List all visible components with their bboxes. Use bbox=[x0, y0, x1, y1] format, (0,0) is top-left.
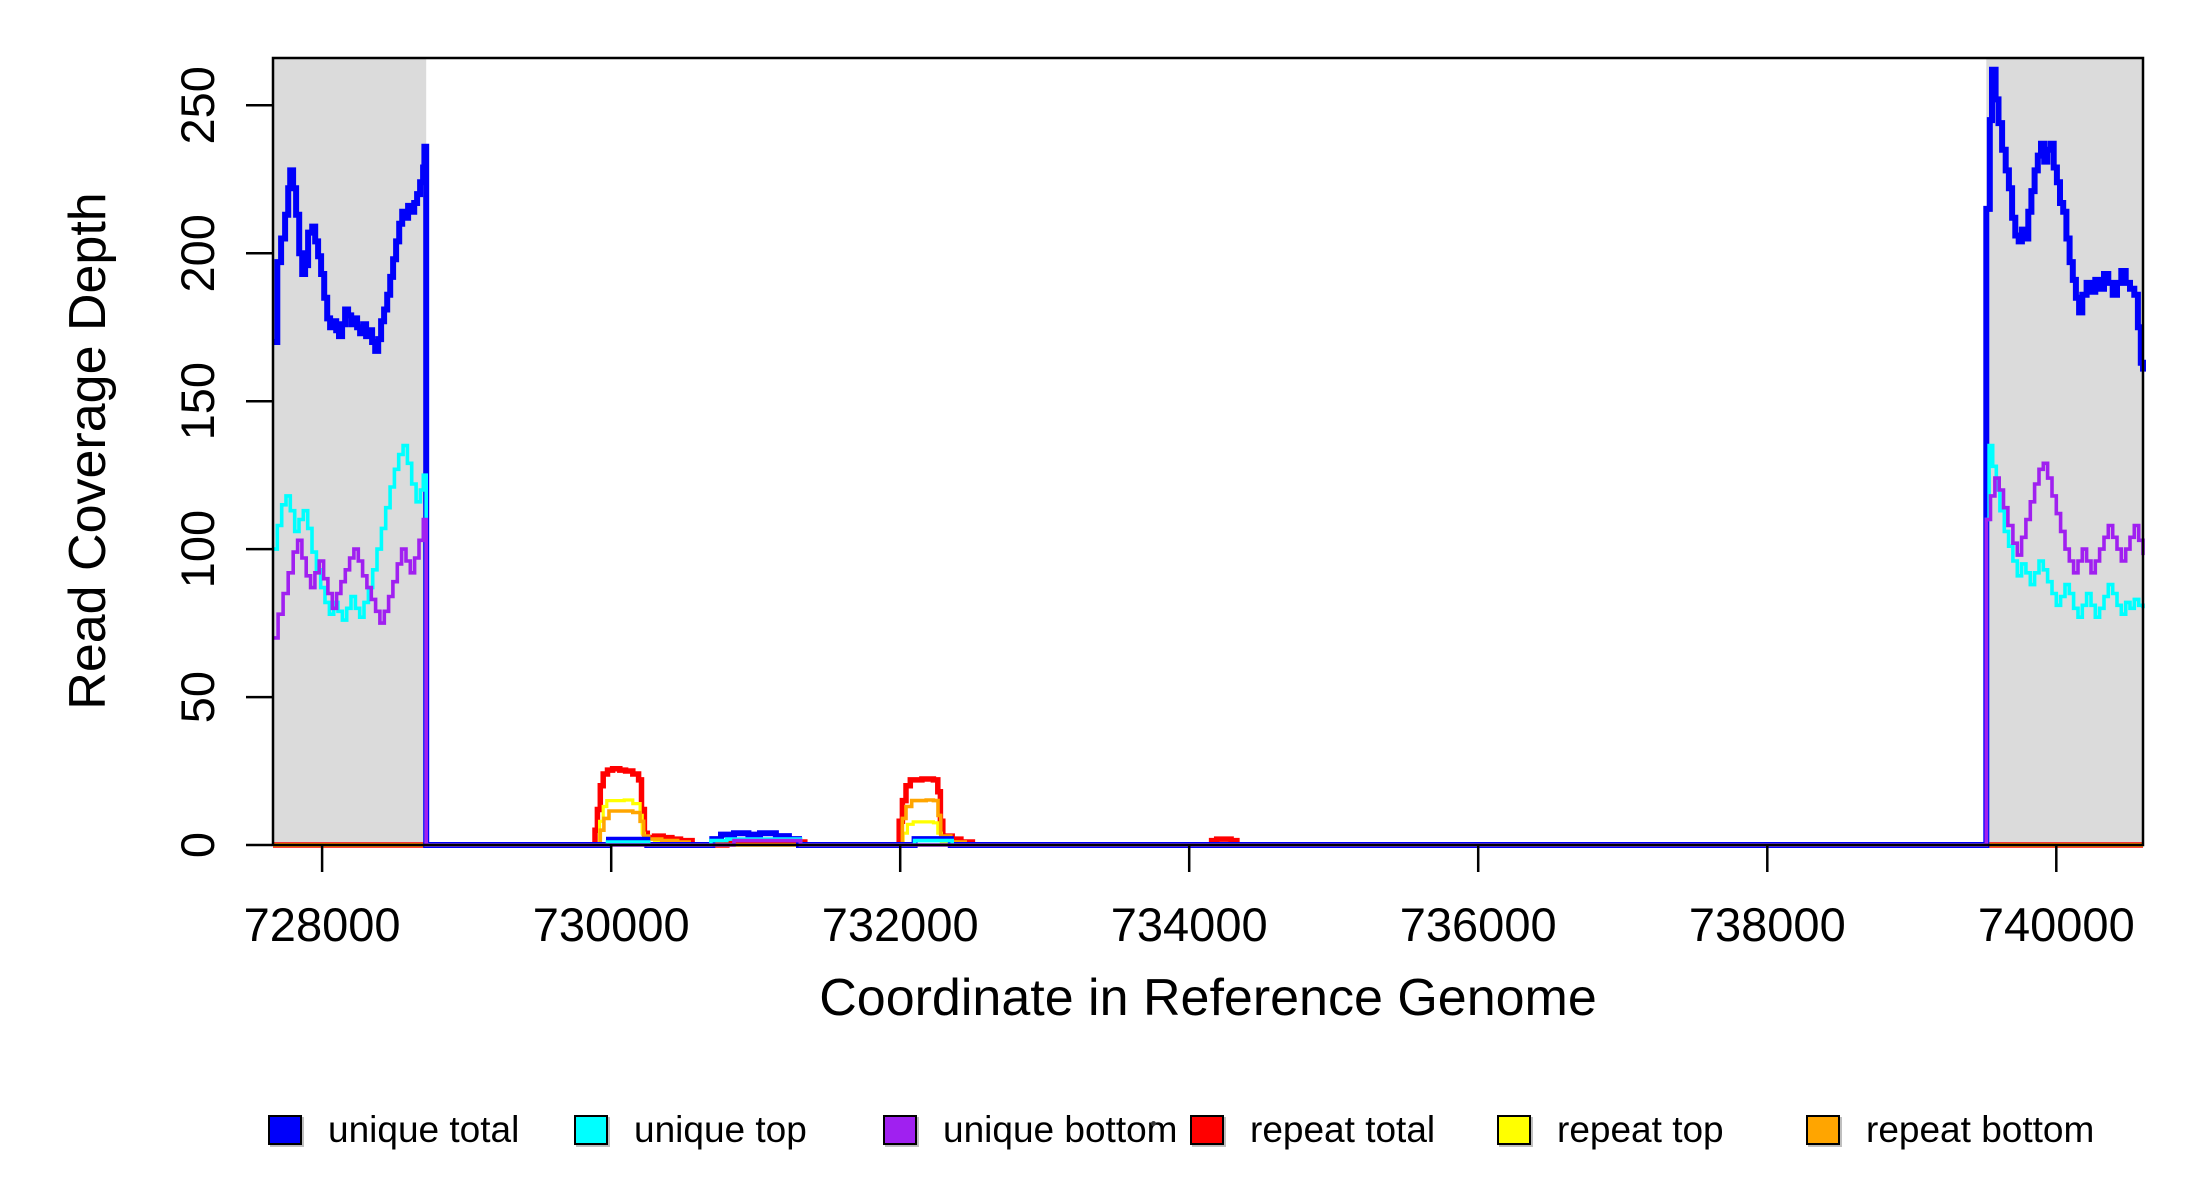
x-axis-label: Coordinate in Reference Genome bbox=[819, 969, 1597, 1027]
unique-top-swatch-icon bbox=[574, 1115, 608, 1145]
legend-item-unique-top: unique top bbox=[574, 1109, 807, 1150]
legend-label: unique total bbox=[328, 1109, 520, 1150]
y-tick-label: 150 bbox=[171, 362, 224, 440]
stray-dot-mark bbox=[1151, 1121, 1156, 1126]
x-tick-label: 738000 bbox=[1689, 898, 1846, 951]
legend-item-repeat-total: repeat total bbox=[1190, 1109, 1436, 1150]
series-line-repeat-bottom bbox=[273, 798, 2143, 847]
y-tick-label: 250 bbox=[171, 66, 224, 144]
y-axis-label: Read Coverage Depth bbox=[59, 192, 117, 710]
legend-item-unique-bottom: unique bottom bbox=[883, 1109, 1178, 1150]
x-tick-label: 734000 bbox=[1111, 898, 1268, 951]
x-tick-label: 740000 bbox=[1978, 898, 2135, 951]
y-tick-label: 50 bbox=[171, 671, 224, 723]
repeat-total-swatch-icon bbox=[1190, 1115, 1224, 1145]
repeat-top-swatch-icon bbox=[1497, 1115, 1531, 1145]
legend-label: repeat bottom bbox=[1866, 1109, 2095, 1150]
legend-label: repeat top bbox=[1557, 1109, 1724, 1150]
legend-item-repeat-top: repeat top bbox=[1497, 1109, 1724, 1150]
legend-item-repeat-bottom: repeat bottom bbox=[1806, 1109, 2095, 1150]
plot-border bbox=[271, 56, 2145, 847]
legend-item-unique-total: unique total bbox=[268, 1109, 520, 1150]
series-group bbox=[273, 66, 2146, 848]
series-line-unique-bottom bbox=[273, 461, 2145, 847]
series-line-repeat-total bbox=[273, 765, 2143, 848]
series-line-repeat-top bbox=[273, 798, 2143, 847]
legend-label: unique top bbox=[634, 1109, 807, 1150]
y-tick-label: 100 bbox=[171, 510, 224, 588]
series-line-unique-total bbox=[273, 66, 2146, 848]
unique-total-swatch-icon bbox=[268, 1115, 302, 1145]
y-tick-label: 200 bbox=[171, 214, 224, 292]
x-tick-label: 732000 bbox=[822, 898, 979, 951]
unique-bottom-swatch-icon bbox=[883, 1115, 917, 1145]
legend-label: repeat total bbox=[1250, 1109, 1436, 1150]
repeat-bottom-swatch-icon bbox=[1806, 1115, 1840, 1145]
legend-label: unique bottom bbox=[943, 1109, 1178, 1150]
x-tick-label: 728000 bbox=[244, 898, 401, 951]
y-tick-label: 0 bbox=[171, 832, 224, 858]
x-tick-label: 730000 bbox=[533, 898, 690, 951]
x-tick-label: 736000 bbox=[1400, 898, 1557, 951]
series-line-unique-top bbox=[273, 443, 2145, 847]
